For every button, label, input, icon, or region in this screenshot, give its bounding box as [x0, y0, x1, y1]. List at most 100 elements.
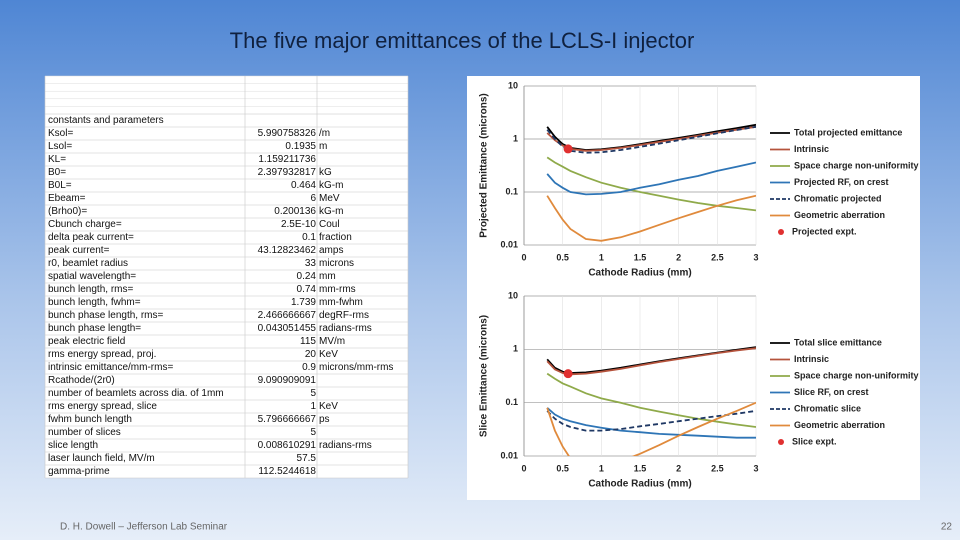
y-tick-label: 0.01 [500, 450, 518, 460]
table-cell: Rcathode/(2r0) [48, 375, 115, 386]
x-tick-label: 3 [753, 252, 758, 262]
table-cell: fraction [319, 232, 352, 243]
table-cell: mm-rms [319, 284, 356, 295]
legend-label: Geometric aberration [794, 210, 885, 220]
table-cell: Lsol= [48, 141, 72, 152]
table-cell: spatial wavelength= [48, 271, 136, 282]
x-axis-title: Cathode Radius (mm) [588, 479, 691, 490]
y-tick-label: 0.1 [505, 397, 518, 407]
legend-label: Projected expt. [792, 226, 857, 236]
table-cell: MeV [319, 193, 340, 204]
legend-swatch [778, 229, 784, 235]
table-cell: bunch phase length= [48, 323, 141, 334]
table-cell: KeV [319, 349, 338, 360]
table-cell: 1.159211736 [258, 154, 316, 165]
table-cell: radians-rms [319, 440, 372, 451]
legend-label: Chromatic slice [794, 403, 861, 413]
plot-area [546, 123, 756, 242]
x-tick-label: 1.5 [634, 463, 647, 473]
table-cell: 112.5244618 [258, 466, 316, 477]
table-cell: B0= [48, 167, 66, 178]
slide-title: The five major emittances of the LCLS-I … [230, 28, 695, 53]
table-cell: 9.090909091 [258, 375, 317, 386]
chart-panel [467, 76, 920, 500]
table-cell: 57.5 [297, 453, 317, 464]
table-cell: 43.12823462 [258, 245, 317, 256]
y-tick-label: 1 [513, 133, 518, 143]
y-tick-label: 0.1 [505, 186, 518, 196]
table-cell: laser launch field, MV/m [48, 453, 155, 464]
table-cell: radians-rms [319, 323, 372, 334]
legend-label: Projected RF, on crest [794, 177, 889, 187]
page-number: 22 [941, 522, 953, 533]
table-cell: 0.464 [291, 180, 316, 191]
table-cell: microns/mm-rms [319, 362, 393, 373]
table-cell: 20 [305, 349, 317, 360]
table-cell: MV/m [319, 336, 345, 347]
x-tick-label: 0 [521, 463, 526, 473]
y-tick-label: 10 [508, 290, 518, 300]
table-header: constants and parameters [48, 115, 164, 126]
data-point [563, 144, 573, 154]
legend-label: Slice RF, on crest [794, 387, 869, 397]
x-tick-label: 1 [599, 252, 604, 262]
table-cell: rms energy spread, proj. [48, 349, 156, 360]
series-line [546, 161, 756, 196]
table-cell: B0L= [48, 180, 72, 191]
table-cell: 0.200136 [274, 206, 316, 217]
legend-label: Total slice emittance [794, 337, 882, 347]
table-cell: microns [319, 258, 354, 269]
table-cell: mm-fwhm [319, 297, 363, 308]
legend-label: Slice expt. [792, 436, 837, 446]
table-cell: (Brho0)= [48, 206, 87, 217]
table-background [45, 76, 408, 478]
table-cell: intrinsic emittance/mm-rms= [48, 362, 173, 373]
table-cell: peak current= [48, 245, 110, 256]
table-cell: slice length [48, 440, 98, 451]
table-cell: bunch length, rms= [48, 284, 133, 295]
y-tick-label: 1 [513, 344, 518, 354]
table-cell: 0.74 [297, 284, 317, 295]
table-cell: 33 [305, 258, 317, 269]
legend-swatch [778, 439, 784, 445]
table-cell: 5.990758326 [258, 128, 317, 139]
table-cell: m [319, 141, 327, 152]
footer: D. H. Dowell – Jefferson Lab Seminar [60, 522, 228, 533]
table-cell: kG-m [319, 206, 343, 217]
table-cell: 0.9 [302, 362, 316, 373]
x-axis-title: Cathode Radius (mm) [588, 268, 691, 279]
table-cell: 0.043051455 [258, 323, 317, 334]
table-cell: 5 [310, 427, 316, 438]
series-line [546, 407, 756, 439]
table-cell: Coul [319, 219, 340, 230]
x-tick-label: 2 [676, 463, 681, 473]
table-cell: Ebeam= [48, 193, 86, 204]
table-cell: Ksol= [48, 128, 73, 139]
table-cell: 2.5E-10 [281, 219, 316, 230]
table-cell: number of slices [48, 427, 121, 438]
table-cell: 6 [310, 193, 316, 204]
x-tick-label: 2.5 [711, 252, 724, 262]
series-line [546, 194, 756, 242]
series-line [546, 401, 756, 456]
table-cell: 2.397932817 [258, 167, 317, 178]
legend-label: Geometric aberration [794, 420, 885, 430]
table-cell: delta peak current= [48, 232, 134, 243]
legend-label: Intrinsic [794, 354, 829, 364]
series-line [546, 372, 756, 428]
table-cell: amps [319, 245, 343, 256]
x-tick-label: 0 [521, 252, 526, 262]
x-tick-label: 1.5 [634, 252, 647, 262]
table-cell: 0.1 [302, 232, 316, 243]
table-cell: KL= [48, 154, 66, 165]
table-cell: kG [319, 167, 332, 178]
table-cell: ps [319, 414, 330, 425]
table-cell: 115 [300, 336, 316, 347]
legend-label: Chromatic projected [794, 193, 882, 203]
table-cell: 1 [310, 401, 316, 412]
table-cell: bunch length, fwhm= [48, 297, 141, 308]
table-cell: peak electric field [48, 336, 125, 347]
y-tick-label: 10 [508, 80, 518, 90]
table-cell: 0.008610291 [258, 440, 317, 451]
